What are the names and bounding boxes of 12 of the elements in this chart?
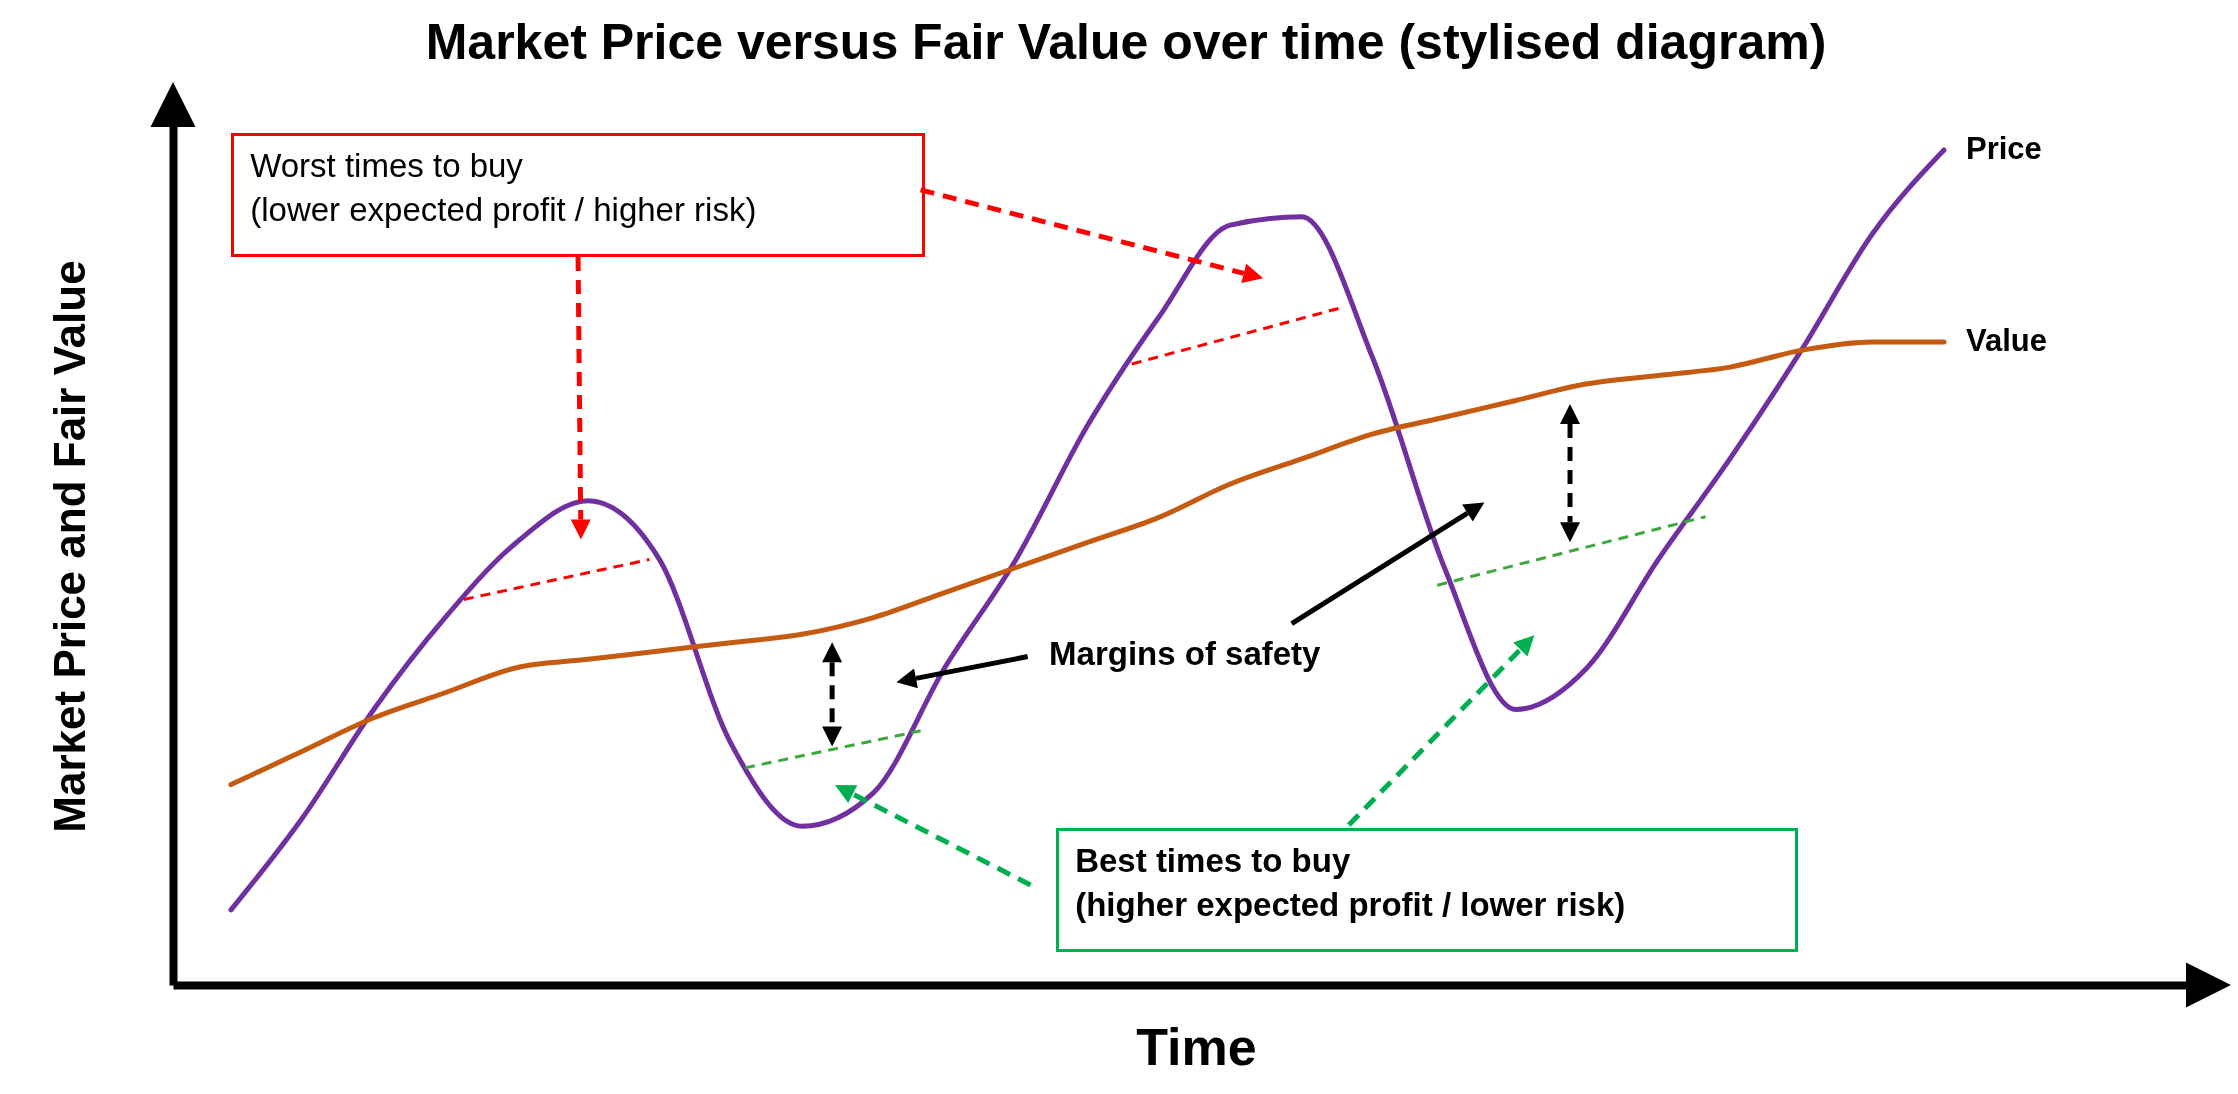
chart-title: Market Price versus Fair Value over time (stylised diagram) <box>425 14 1827 70</box>
annotation: Worst times to buy <box>250 145 524 186</box>
x-axis-title: Time <box>1136 1017 1257 1076</box>
y-axis-title: Market Price and Fair Value <box>44 260 94 833</box>
annotation: Margins of safety <box>1049 635 1321 674</box>
annotation: (higher expected profit / lower risk) <box>1075 885 1627 926</box>
series-label: Price <box>1966 131 2042 166</box>
annotation: (lower expected profit / higher risk) <box>250 190 758 231</box>
series-label: Value <box>1966 323 2047 359</box>
annotation: Best times to buy <box>1075 840 1352 881</box>
callout-box: Best times to buy (higher expected profit / lower risk) <box>1056 827 1799 952</box>
callout-box: Worst times to buy (lower expected profit / higher risk) <box>231 132 925 257</box>
